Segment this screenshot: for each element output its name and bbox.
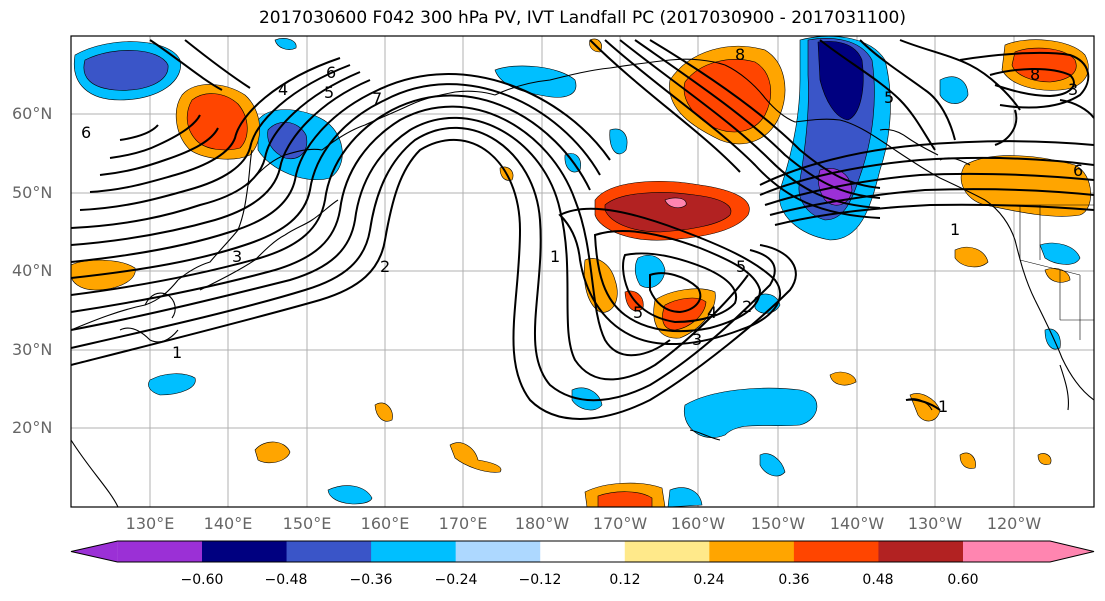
contour-label: 1 [550, 247, 560, 266]
lon-label: 170°E [438, 514, 488, 533]
colorbar-segment [455, 541, 541, 562]
lon-label: 130°E [125, 514, 175, 533]
positive-pv-anomalies [71, 38, 1091, 507]
colorbar-segment [117, 541, 202, 562]
contour-label: 6 [81, 123, 91, 142]
contour-label: 3 [692, 330, 702, 349]
contour-labels: 1 2 3 4 5 6 7 8 6 5 3 1 4 5 2 1 3 5 8 6 … [81, 45, 1083, 416]
lon-label: 160°E [360, 514, 410, 533]
lon-label: 140°W [829, 514, 885, 533]
lat-label: 60°N [12, 104, 53, 123]
contour-label: 6 [326, 63, 336, 82]
lat-label: 40°N [12, 261, 53, 280]
contour-label: 3 [1068, 80, 1078, 99]
contour-label: 5 [736, 257, 746, 276]
colorbar-segment [624, 541, 710, 562]
lon-label: 180°W [514, 514, 570, 533]
colorbar-segment [371, 541, 457, 562]
colorbar-segment [540, 541, 626, 562]
colorbar-outline [70, 540, 1095, 563]
colorbar-segment [793, 541, 879, 562]
colorbar [70, 540, 1095, 563]
colorbar-tick-label: −0.48 [264, 572, 308, 588]
contour-label: 8 [735, 45, 745, 64]
colorbar-tick-label: 0.48 [862, 572, 894, 588]
colorbar-tick-label: 0.36 [778, 572, 810, 588]
lon-label: 140°E [203, 514, 253, 533]
pv-contours [71, 39, 1094, 420]
colorbar-extend-high [1050, 541, 1094, 562]
contour-label: 1 [950, 220, 960, 239]
plot-frame [70, 35, 1095, 508]
contour-label: 8 [1030, 65, 1040, 84]
colorbar-tick-label: 0.12 [609, 572, 641, 588]
contour-label: 2 [742, 297, 752, 316]
contour-label: 3 [232, 247, 242, 266]
lon-label: 170°W [592, 514, 648, 533]
contour-label: 7 [372, 89, 382, 108]
colorbar-tick-label: −0.24 [434, 572, 478, 588]
lat-label: 50°N [12, 183, 53, 202]
political-borders [985, 204, 1094, 340]
contour-label: 1 [172, 343, 182, 362]
lon-label: 130°W [907, 514, 963, 533]
contour-label: 2 [380, 257, 390, 276]
colorbar-segment [709, 541, 795, 562]
contour-label: 4 [278, 80, 288, 99]
colorbar-segment [202, 541, 288, 562]
lon-label: 120°W [986, 514, 1042, 533]
contour-label: 4 [707, 303, 717, 322]
contour-label: 5 [324, 83, 334, 102]
contour-label: 5 [884, 88, 894, 107]
colorbar-segment [963, 541, 1050, 562]
contour-label: 6 [1073, 161, 1083, 180]
contour-label: 1 [938, 397, 948, 416]
lat-label: 30°N [12, 340, 53, 359]
colorbar-extend-low [71, 541, 118, 562]
colorbar-tick-label: 0.24 [693, 572, 725, 588]
colorbar-segment [286, 541, 372, 562]
lon-label: 150°E [282, 514, 332, 533]
colorbar-tick-label: −0.60 [180, 572, 224, 588]
negative-pv-anomalies [73, 36, 1081, 507]
colorbar-tick-label: −0.36 [349, 572, 393, 588]
lon-label: 160°W [670, 514, 726, 533]
lat-label: 20°N [12, 418, 53, 437]
lon-label: 150°W [750, 514, 806, 533]
map-title: 2017030600 F042 300 hPa PV, IVT Landfall… [258, 8, 906, 28]
contour-label: 5 [633, 303, 643, 322]
colorbar-tick-label: −0.12 [518, 572, 562, 588]
colorbar-tick-label: 0.60 [947, 572, 979, 588]
colorbar-segment [878, 541, 964, 562]
